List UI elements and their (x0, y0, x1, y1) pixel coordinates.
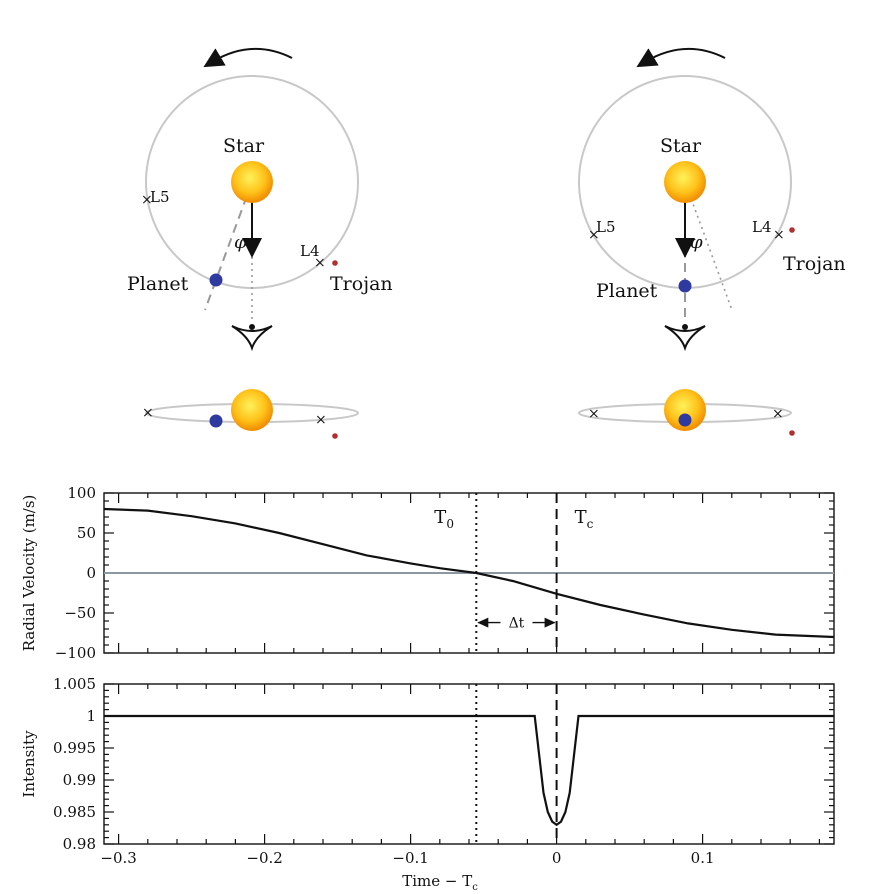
x-tick-label: −0.2 (246, 849, 282, 867)
l5-label: L5 (150, 188, 170, 206)
rotation-arrow-icon (203, 48, 293, 68)
y-tick-label: 0.985 (53, 803, 96, 821)
y-tick-label: 50 (77, 524, 96, 542)
intensity-plot: 0.98 0.985 0.99 0.995 1 1.005 −0.3 −0.2 −0.1 0 0.… (20, 675, 835, 893)
trojan-label: Trojan (330, 273, 393, 295)
y-tick-label: −50 (64, 604, 96, 622)
x-tick-label: −0.1 (392, 849, 428, 867)
x-tick-label: −0.3 (100, 849, 136, 867)
rotation-arrow-icon (636, 48, 726, 68)
planet-label: Planet (127, 273, 189, 295)
edge-on-trojan-icon (789, 430, 795, 436)
left-orbit-diagram: Star φ Planet × L5 × L4 Trojan (127, 48, 393, 352)
x-tick-label: 0 (552, 849, 562, 867)
l4-label: L4 (300, 242, 320, 260)
planet-line (204, 181, 253, 311)
x-axis-label: Time − Tc (402, 872, 478, 893)
right-edge-on-view: × × (578, 389, 795, 436)
delta-t-annotation: Δt (477, 616, 556, 632)
y-tick-label: −100 (55, 644, 96, 662)
rv-series-line (103, 507, 835, 639)
rv-ytick-labels: −100 −50 0 50 100 (55, 484, 96, 662)
planet-icon (678, 279, 692, 293)
star-label: Star (660, 135, 702, 157)
phi-label: φ (690, 232, 703, 253)
planet-icon (209, 273, 223, 287)
edge-on-planet-icon (678, 413, 692, 427)
intensity-series-line (104, 714, 834, 827)
star-label: Star (223, 135, 265, 157)
y-tick-label: 100 (67, 484, 96, 502)
rv-plot: −100 −50 0 50 100 T0 Tc Δt Radial Velocity (… (20, 484, 835, 662)
x-tick-label: 0.1 (691, 849, 715, 867)
intensity-ylabel: Intensity (20, 730, 38, 798)
l4-marker: × (314, 255, 326, 271)
star-icon (664, 161, 706, 203)
l5-marker: × (588, 227, 600, 243)
right-orbit-diagram: Star φ Planet × L5 × L4 Trojan (578, 48, 846, 352)
t0-label: T0 (434, 507, 454, 531)
edge-on-l5-marker: × (142, 405, 154, 421)
trojan-label: Trojan (783, 253, 846, 275)
eye-icon (231, 324, 273, 352)
edge-on-trojan-icon (332, 433, 338, 439)
l4-marker: × (773, 227, 785, 243)
intensity-xtick-labels: −0.3 −0.2 −0.1 0 0.1 (100, 849, 714, 867)
y-tick-label: 0.995 (53, 739, 96, 757)
tc-label: Tc (575, 507, 594, 531)
edge-on-star-icon (664, 389, 706, 431)
edge-on-l4-marker: × (772, 406, 784, 422)
y-tick-label: 1 (86, 707, 96, 725)
star-icon (231, 161, 273, 203)
planet-label: Planet (596, 280, 658, 302)
phi-label: φ (234, 232, 247, 253)
rv-ticks (104, 492, 834, 654)
rv-ylabel: Radial Velocity (m/s) (20, 495, 38, 652)
l4-label: L4 (752, 218, 772, 236)
l5-label: L5 (596, 218, 616, 236)
intensity-plot-frame (103, 683, 835, 845)
y-tick-label: 1.005 (53, 675, 96, 693)
y-tick-label: 0 (86, 564, 96, 582)
trojan-icon (332, 260, 338, 266)
intensity-ticks (104, 683, 834, 845)
edge-on-l5-marker: × (588, 406, 600, 422)
intensity-ytick-labels: 0.98 0.985 0.99 0.995 1 1.005 (53, 675, 96, 853)
edge-on-star-icon (231, 389, 273, 431)
edge-on-l4-marker: × (315, 412, 327, 428)
y-tick-label: 0.99 (63, 771, 96, 789)
edge-on-planet-icon (209, 414, 223, 428)
trojan-icon (789, 227, 795, 233)
y-tick-label: 0.98 (63, 835, 96, 853)
l5-marker: × (141, 192, 153, 208)
left-edge-on-view: × × (142, 389, 359, 439)
delta-t-label: Δt (509, 616, 525, 632)
eye-icon (664, 324, 706, 352)
